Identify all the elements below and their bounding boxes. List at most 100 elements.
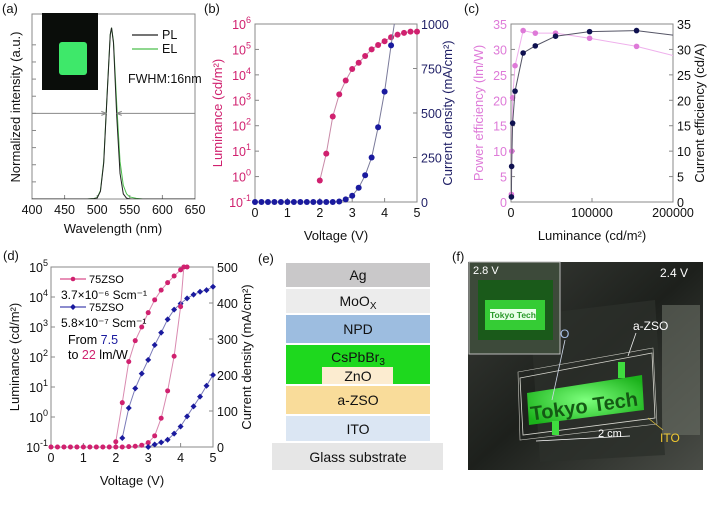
d-data-point xyxy=(197,393,204,400)
d-data-point xyxy=(171,306,178,313)
fwhm-arrowhead-right xyxy=(116,110,122,116)
d-right-tick-label: 0 xyxy=(217,441,224,455)
b-data-point xyxy=(349,65,356,72)
chart-a-spectra: 400 450 500 550 600 650 xyxy=(22,13,206,217)
c-series-line xyxy=(511,31,636,195)
c-left-tick-label: 10 xyxy=(493,145,507,159)
d-data-point xyxy=(165,280,171,286)
d-data-point xyxy=(132,385,139,392)
b-left-tick-label: 106 xyxy=(232,15,251,32)
legend-label-1: 75ZSO xyxy=(89,274,124,286)
b-right-tick-label: 250 xyxy=(421,152,442,166)
a-x-tick-label: 600 xyxy=(152,203,173,217)
efficiency-note-to: to 22 lm/W xyxy=(68,348,128,362)
c-data-point xyxy=(532,30,539,36)
b-left-tick-label: 102 xyxy=(232,117,251,134)
d-data-point xyxy=(119,434,126,441)
b-left-tick-label: 104 xyxy=(232,66,251,83)
d-data-point xyxy=(190,291,197,298)
d-x-tick-label: 5 xyxy=(210,451,217,465)
ito-outline xyxy=(517,347,658,441)
c-right-axis-title: Current efficiency (cd/A) xyxy=(692,43,707,182)
legend-marker-2 xyxy=(70,304,76,310)
panel-label-e: (e) xyxy=(258,251,274,266)
b-right-tick-label: 1000 xyxy=(421,18,449,32)
c-data-point xyxy=(512,62,518,69)
scale-bar-label: 2 cm xyxy=(598,428,622,440)
b-data-point xyxy=(388,34,395,41)
b-right-tick-label: 0 xyxy=(421,196,428,210)
b-data-point xyxy=(277,199,284,205)
d-data-point xyxy=(145,356,152,363)
layer-zno-label: ZnO xyxy=(344,368,371,384)
c-plot-frame xyxy=(510,23,674,203)
b-data-point xyxy=(336,91,343,98)
c-right-tick-label: 30 xyxy=(677,43,691,57)
d-data-point xyxy=(181,264,187,270)
d-data-point xyxy=(152,297,158,303)
a-x-tick-label: 400 xyxy=(22,203,43,217)
d-data-point xyxy=(158,415,164,421)
legend-label-2: 75ZSO xyxy=(89,302,124,314)
d-data-point xyxy=(164,316,171,323)
c-series-line xyxy=(511,30,673,197)
b-data-point xyxy=(388,42,395,49)
ito-label: ITO xyxy=(660,431,680,445)
d-x-tick-label: 0 xyxy=(48,451,55,465)
c-left-tick-label: 35 xyxy=(493,18,507,32)
d-data-point xyxy=(145,444,152,450)
d-left-tick-label: 101 xyxy=(29,378,48,395)
d-data-point xyxy=(203,382,210,389)
b-data-point xyxy=(381,88,388,95)
layer-ito xyxy=(286,416,430,441)
c-data-point xyxy=(512,88,518,94)
layer-cspbbr3-label: CsPbBr3 xyxy=(331,349,385,368)
c-right-tick-label: 25 xyxy=(677,69,691,83)
b-series-line xyxy=(255,24,395,202)
d-right-tick-label: 100 xyxy=(217,405,238,419)
a-x-tick-label: 650 xyxy=(185,203,206,217)
emitting-contact-bottom xyxy=(552,421,559,435)
c-right-tick-label: 10 xyxy=(677,145,691,159)
layer-npd xyxy=(286,315,430,343)
glass-substrate-outline xyxy=(530,300,665,462)
b-data-point xyxy=(342,196,349,203)
b-data-point xyxy=(329,113,336,120)
d-data-point xyxy=(68,444,73,450)
inset-logo-area xyxy=(490,309,536,320)
d-data-point xyxy=(125,404,132,411)
b-x-tick-label: 5 xyxy=(414,206,421,220)
b-left-tick-label: 10-1 xyxy=(229,193,251,210)
b-data-point xyxy=(414,28,420,35)
b-data-point xyxy=(355,59,362,66)
layer-a-zso xyxy=(286,386,430,414)
d-right-tick-label: 400 xyxy=(217,297,238,311)
d-data-point xyxy=(158,329,165,336)
panel-label-d: (d) xyxy=(3,248,19,263)
layer-ag xyxy=(286,263,430,287)
b-data-point xyxy=(394,31,401,38)
c-series-line xyxy=(511,30,673,195)
d-left-tick-label: 100 xyxy=(29,408,48,425)
d-data-point xyxy=(74,444,80,450)
d-data-point xyxy=(138,370,145,377)
c-data-point xyxy=(509,120,516,126)
chart-c-efficiency: 0 100000 200000051015202530350510152025303… xyxy=(493,18,694,220)
d-data-point xyxy=(145,440,151,446)
c-left-tick-label: 25 xyxy=(493,69,507,83)
layer-ito-label: ITO xyxy=(346,421,369,437)
layer-glass-label: Glass substrate xyxy=(309,449,406,465)
d-right-tick-label: 500 xyxy=(217,261,238,275)
d-series-line xyxy=(148,374,213,447)
d-data-point xyxy=(48,444,54,450)
d-data-point xyxy=(171,430,178,437)
b-x-tick-label: 1 xyxy=(284,206,291,220)
a-zso-label: a-ZSO xyxy=(633,319,668,333)
inset-logo: Tokyo Tech xyxy=(490,310,536,320)
legend-el-label: EL xyxy=(162,42,177,56)
d-data-point xyxy=(119,400,125,406)
b-data-point xyxy=(290,199,297,205)
a-x-tick-label: 450 xyxy=(54,203,75,217)
legend-conductivity-1: 3.7×10⁻⁶ Scm⁻¹ xyxy=(61,288,147,302)
